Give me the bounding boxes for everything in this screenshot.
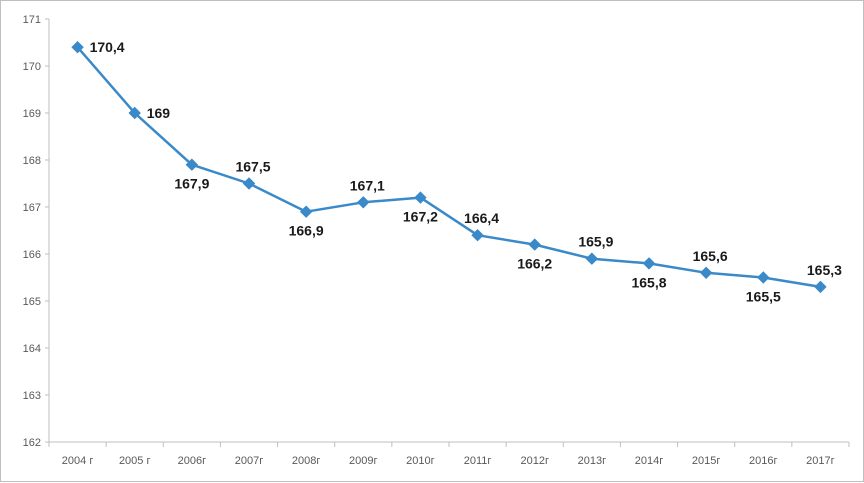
data-label: 167,1 — [350, 177, 385, 193]
data-label: 165,5 — [746, 289, 781, 305]
data-label: 165,6 — [693, 248, 728, 264]
data-point-marker — [414, 191, 427, 204]
data-point-marker — [471, 228, 484, 242]
x-tick-label: 2012г — [520, 455, 548, 467]
x-tick-label: 2016г — [749, 455, 777, 467]
data-point-marker — [528, 238, 541, 251]
data-point-marker — [642, 257, 656, 270]
data-label: 170,4 — [90, 39, 125, 55]
data-point-marker — [757, 271, 770, 284]
data-point-marker — [71, 40, 84, 54]
data-label: 167,9 — [174, 176, 209, 192]
y-tick-label: 163 — [23, 390, 41, 402]
y-tick-label: 169 — [23, 108, 41, 120]
x-tick-label: 2014г — [635, 455, 663, 467]
x-tick-label: 2017г — [806, 455, 834, 467]
data-label: 166,2 — [517, 256, 552, 272]
data-point-marker — [299, 205, 313, 218]
data-label: 167,5 — [235, 159, 270, 175]
x-tick-label: 2005 г — [119, 455, 151, 467]
series-polyline — [76, 46, 821, 289]
y-axis: 171 170 169 168 167 166 165 164 163 162 — [23, 14, 50, 449]
y-tick-label: 171 — [23, 14, 41, 26]
x-tick-label: 2009г — [349, 455, 377, 467]
x-axis: 2004 г 2005 г 2006г 2007г 2008г 2009г 2010г 201… — [48, 441, 850, 467]
x-tick-label: 2011г — [464, 455, 492, 467]
y-tick-label: 168 — [23, 155, 41, 167]
y-tick-label: 165 — [23, 296, 41, 308]
x-tick-label: 2008г — [292, 455, 320, 467]
x-tick-label: 2010г — [406, 455, 434, 467]
data-label: 169 — [147, 105, 171, 121]
data-label: 165,3 — [807, 262, 842, 278]
x-tick-label: 2015г — [692, 455, 720, 467]
data-label: 167,2 — [403, 209, 438, 225]
x-tick-label: 2006г — [178, 455, 206, 467]
data-label: 166,4 — [464, 210, 499, 226]
data-point-marker — [585, 252, 599, 265]
data-point-marker — [128, 106, 141, 120]
data-labels: 170,4 169 167,9 167,5 166,9 167,1 167,2 166,4 16… — [90, 39, 843, 304]
data-label: 165,9 — [578, 234, 613, 250]
y-tick-label: 164 — [23, 343, 41, 355]
y-tick-label: 167 — [23, 202, 41, 214]
y-tick-label: 166 — [23, 249, 41, 261]
x-tick-label: 2004 г — [62, 455, 94, 467]
data-label: 166,9 — [289, 223, 324, 239]
data-point-marker — [814, 280, 827, 294]
x-tick-label: 2007г — [235, 455, 263, 467]
data-label: 165,8 — [631, 274, 666, 290]
y-tick-label: 162 — [23, 437, 41, 449]
data-point-marker — [357, 196, 370, 209]
y-tick-label: 170 — [23, 61, 41, 73]
series-line — [71, 40, 827, 294]
data-point-marker — [242, 177, 256, 190]
data-point-marker — [699, 266, 713, 280]
x-tick-label: 2013г — [578, 455, 606, 467]
data-point-marker — [185, 158, 199, 171]
